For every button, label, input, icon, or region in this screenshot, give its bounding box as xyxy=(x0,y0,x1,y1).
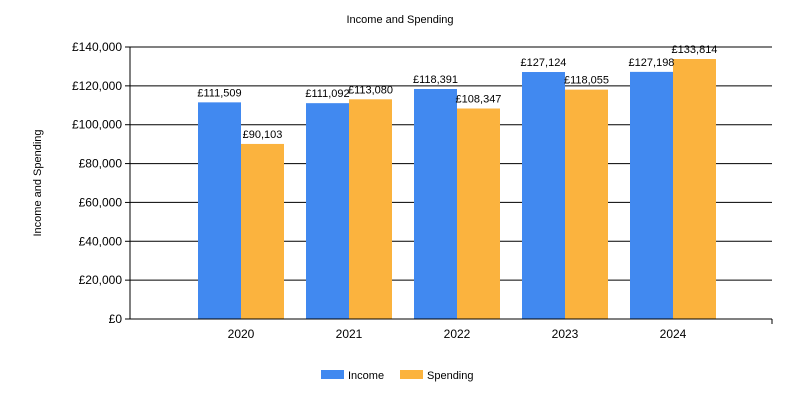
legend-swatch-income xyxy=(321,370,344,379)
y-tick-label: £0 xyxy=(109,312,123,326)
legend-swatch-spending xyxy=(400,370,423,379)
y-tick-label: £140,000 xyxy=(72,40,122,54)
y-tick-label: £120,000 xyxy=(72,79,122,93)
x-tick-label: 2020 xyxy=(228,327,255,341)
data-label: £127,124 xyxy=(521,57,567,69)
x-tick-label: 2022 xyxy=(444,327,471,341)
data-label: £108,347 xyxy=(456,93,502,105)
bar-spending-2024 xyxy=(673,59,716,319)
x-tick-label: 2021 xyxy=(336,327,363,341)
x-tick-label: 2024 xyxy=(660,327,687,341)
legend: Income Spending xyxy=(321,370,474,382)
y-tick-label: £40,000 xyxy=(79,234,123,248)
data-label: £133,814 xyxy=(672,44,718,56)
bars xyxy=(198,59,716,319)
bar-income-2023 xyxy=(522,72,565,319)
data-labels: £111,509 £90,103 £111,092£113,080 £118,391 £… xyxy=(197,44,717,141)
y-tick-label: £100,000 xyxy=(72,118,122,132)
y-tick-label: £60,000 xyxy=(79,195,123,209)
data-label: £90,103 xyxy=(243,129,283,141)
bar-income-2021 xyxy=(306,103,349,319)
y-axis-title: Income and Spending xyxy=(32,129,44,236)
data-label: £127,198 xyxy=(629,57,675,69)
bar-income-2020 xyxy=(198,102,241,319)
x-tick-label: 2023 xyxy=(552,327,579,341)
data-label: £111,092 xyxy=(305,88,349,100)
bar-spending-2023 xyxy=(565,89,608,319)
data-label: £118,391 xyxy=(413,74,458,86)
bar-spending-2020 xyxy=(241,143,284,319)
data-label: £118,055 xyxy=(564,75,609,87)
data-label: £113,080 xyxy=(348,84,393,96)
bar-income-2022 xyxy=(414,88,457,319)
bar-spending-2021 xyxy=(349,99,392,319)
axes: £0 £20,000 £40,000 £60,000 £80,000 £100,000 £1… xyxy=(72,40,773,341)
legend-label-income: Income xyxy=(348,370,384,382)
data-label: £111,509 xyxy=(197,87,241,99)
legend-label-spending: Spending xyxy=(427,370,474,382)
y-tick-label: £20,000 xyxy=(79,273,123,287)
bar-income-2024 xyxy=(630,71,673,319)
chart-title: Income and Spending xyxy=(346,14,453,26)
y-tick-label: £80,000 xyxy=(79,157,123,171)
bar-spending-2022 xyxy=(457,108,500,319)
